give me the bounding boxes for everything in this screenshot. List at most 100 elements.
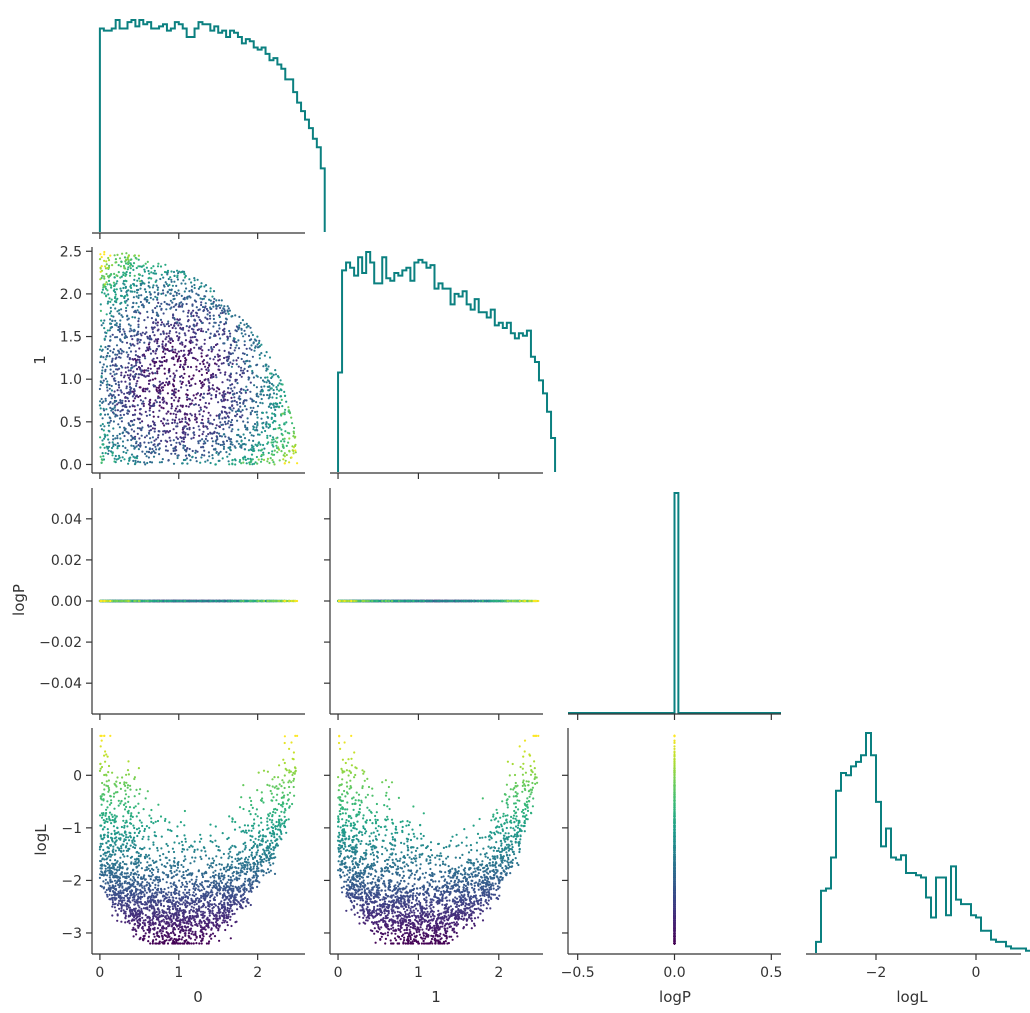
scatter-1-vs-0-points-point — [141, 274, 144, 277]
scatter-1-vs-0-points-point — [102, 363, 105, 366]
scatter-1-vs-0-points-point — [290, 456, 293, 459]
scatter-1-vs-0-points-point — [238, 458, 242, 462]
scatter-1-vs-0-points-point — [186, 462, 189, 465]
scatter-1-vs-0-points-point — [131, 436, 134, 439]
scatter-1-vs-0-points-point — [139, 461, 142, 464]
scatter-1-vs-0-points-point — [214, 440, 217, 443]
scatter-1-vs-0-points-point — [253, 449, 256, 452]
scatter-1-vs-0-points-point — [103, 425, 106, 428]
scatter-1-vs-0-points-point — [164, 431, 167, 434]
scatter-1-vs-0-points-point — [125, 280, 128, 283]
scatter-1-vs-0-points-point — [271, 412, 274, 415]
scatter-1-vs-0-points-point — [256, 422, 259, 426]
scatter-1-vs-0-points-point — [260, 458, 263, 461]
scatter-1-vs-0-points-point — [219, 306, 222, 309]
scatter-1-vs-0-points-point — [229, 408, 232, 411]
scatter-1-vs-0-points-point — [110, 286, 113, 289]
scatter-1-vs-0-points-point — [176, 274, 179, 277]
scatter-1-vs-0-points-point — [218, 417, 221, 420]
scatter-1-vs-0-points-point — [226, 305, 229, 308]
scatter-1-vs-0-points-point — [230, 365, 233, 368]
scatter-1-vs-0-points-point — [197, 308, 200, 312]
scatter-1-vs-0-points-point — [183, 290, 186, 293]
scatter-1-vs-0-points-point — [160, 292, 163, 295]
scatter-1-vs-0-points-point — [183, 353, 186, 356]
scatter-1-vs-0-points-point — [241, 319, 244, 322]
scatter-1-vs-0-points-point — [283, 462, 286, 465]
scatter-1-vs-0-points-point — [137, 294, 140, 297]
scatter-1-vs-0-points-point — [134, 373, 137, 376]
scatter-1-vs-0-points-point — [220, 362, 223, 365]
scatter-1-vs-0-points-point — [132, 399, 135, 402]
scatter-1-vs-0-points-point — [218, 349, 221, 352]
scatter-1-vs-0-points-point — [179, 271, 182, 274]
scatter-1-vs-0-points-point — [200, 301, 203, 304]
scatter-1-vs-0-points-point — [188, 384, 191, 387]
scatter-1-vs-0-points-point — [106, 352, 109, 355]
scatter-1-vs-0-points-point — [246, 388, 249, 391]
scatter-logP-vs-0-points-point — [168, 599, 171, 603]
scatter-1-vs-0-points-point — [153, 362, 156, 365]
scatter-1-vs-0-points-point — [131, 420, 134, 423]
scatter-1-vs-0-points-point — [102, 455, 105, 458]
scatter-1-vs-0-points-point — [210, 347, 213, 350]
scatter-1-vs-0-points-point — [145, 331, 148, 334]
scatter-1-vs-0-points-point — [157, 314, 160, 317]
scatter-1-vs-0-points-point — [252, 406, 255, 409]
scatter-1-vs-0-points-point — [108, 441, 111, 444]
scatter-1-vs-0-points-point — [123, 336, 126, 339]
scatter-1-vs-0-points-point — [222, 428, 225, 431]
scatter-1-vs-0-points-point — [156, 321, 159, 324]
scatter-1-vs-0-points-point — [258, 357, 261, 360]
scatter-1-vs-0-points-point — [264, 364, 267, 367]
scatter-1-vs-0-points-point — [201, 381, 204, 384]
scatter-1-vs-0-points-point — [143, 355, 146, 358]
scatter-1-vs-0-points-point — [155, 438, 158, 441]
scatter-1-vs-0-points-point — [125, 341, 129, 344]
scatter-1-vs-0-points-point — [135, 295, 138, 298]
scatter-1-vs-0-points-point — [204, 425, 207, 428]
scatter-1-vs-0-points-point — [105, 281, 108, 284]
scatter-1-vs-0-points-point — [113, 373, 116, 376]
scatter-1-vs-0-points-point — [275, 444, 278, 447]
scatter-1-vs-0-points-point — [133, 397, 136, 400]
scatter-1-vs-0-points-point — [137, 444, 140, 447]
scatter-1-vs-0-points-point — [104, 397, 107, 400]
scatter-1-vs-0-points-point — [213, 418, 216, 421]
scatter-1-vs-0-points-point — [210, 437, 213, 440]
scatter-1-vs-0-points-point — [165, 360, 168, 363]
scatter-1-vs-0-points-point — [112, 445, 115, 448]
scatter-1-vs-0-points-point — [243, 352, 246, 355]
scatter-1-vs-0-points-point — [230, 430, 233, 433]
scatter-1-vs-0-points-point — [278, 382, 281, 385]
scatter-1-vs-0-points-point — [209, 461, 212, 465]
scatter-1-vs-0-points-point — [109, 327, 112, 330]
scatter-1-vs-0-points-point — [283, 440, 286, 443]
scatter-1-vs-0-points-point — [269, 434, 272, 437]
scatter-1-vs-0-points-point — [99, 436, 102, 439]
scatter-1-vs-0-points-point — [181, 381, 184, 384]
scatter-1-vs-0-points-point — [228, 309, 231, 312]
scatter-1-vs-0-points-point — [252, 342, 255, 345]
scatter-1-vs-0-points-point — [112, 438, 115, 441]
scatter-1-vs-0-points-point — [285, 421, 288, 424]
scatter-1-vs-0-points-point — [136, 367, 139, 371]
scatter-1-vs-0-points-point — [173, 419, 177, 422]
scatter-1-vs-0-points-point — [111, 441, 114, 444]
scatter-1-vs-0-points-point — [200, 327, 203, 330]
scatter-1-vs-0-points-point — [103, 250, 106, 254]
scatter-1-vs-0-points-point — [292, 452, 295, 455]
scatter-logP-vs-0-points-point — [228, 599, 231, 603]
scatter-1-vs-0-points-point — [106, 289, 109, 292]
scatter-1-vs-0-points-point — [184, 363, 187, 366]
scatter-1-vs-0-points-point — [137, 296, 140, 299]
scatter-1-vs-0-points-point — [152, 410, 155, 414]
scatter-1-vs-0-points-point — [143, 436, 147, 439]
scatter-1-vs-0-points-point — [271, 421, 274, 424]
scatter-1-vs-0-points-point — [141, 402, 144, 405]
scatter-1-vs-0-points-point — [236, 419, 239, 422]
scatter-1-vs-0-points-point — [256, 410, 259, 413]
scatter-1-vs-0-points-point — [169, 307, 172, 310]
scatter-1-vs-0-points-point — [181, 328, 185, 331]
scatter-logP-vs-0-points-point — [211, 599, 214, 603]
